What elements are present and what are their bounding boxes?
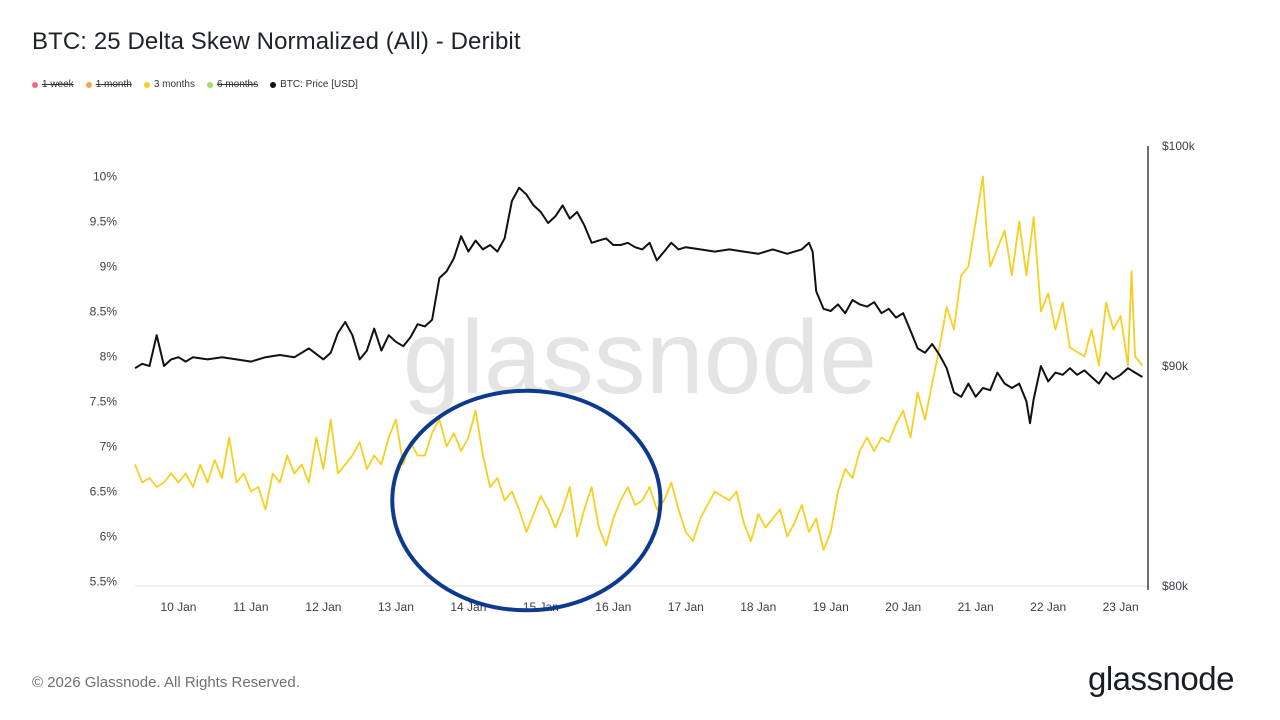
y-right-tick-label: $100k xyxy=(1162,139,1196,153)
x-tick-label: 22 Jan xyxy=(1030,600,1066,614)
legend-item-1-week[interactable]: 1 week xyxy=(32,79,74,90)
legend-item-6-months[interactable]: 6 months xyxy=(206,79,259,90)
x-tick-label: 18 Jan xyxy=(740,600,776,614)
legend: 1 week 1 month 3 months 6 months BTC: Pr… xyxy=(32,79,358,90)
y-left-tick-label: 7% xyxy=(100,440,118,454)
x-tick-label: 11 Jan xyxy=(233,600,268,614)
legend-dot xyxy=(143,81,150,88)
y-left-tick-label: 8% xyxy=(100,350,118,364)
y-left-tick-label: 8.5% xyxy=(90,305,118,319)
y-left-tick-label: 7.5% xyxy=(90,395,118,409)
x-tick-label: 19 Jan xyxy=(813,600,849,614)
legend-item-3-months[interactable]: 3 months xyxy=(143,79,195,90)
chart-title: BTC: 25 Delta Skew Normalized (All) - De… xyxy=(32,28,521,55)
legend-label: 1 week xyxy=(42,79,74,90)
x-tick-label: 10 Jan xyxy=(160,600,196,614)
y-right-tick-label: $80k xyxy=(1162,579,1189,593)
x-tick-label: 20 Jan xyxy=(885,600,921,614)
legend-label: 1 month xyxy=(95,79,132,90)
y-left-tick-label: 6% xyxy=(100,530,118,544)
legend-dot xyxy=(85,81,92,88)
legend-label: 3 months xyxy=(153,79,195,90)
glassnode-logo: glassnode xyxy=(1088,660,1234,697)
annotation-circle xyxy=(390,388,663,613)
chart-plot: glassnode5.5%6%6.5%7%7.5%8%8.5%9%9.5%10%… xyxy=(90,139,1196,614)
y-right-tick-label: $90k xyxy=(1162,359,1189,373)
x-tick-label: 17 Jan xyxy=(668,600,704,614)
x-tick-label: 12 Jan xyxy=(305,600,341,614)
y-left-tick-label: 9.5% xyxy=(90,215,118,229)
x-tick-label: 16 Jan xyxy=(595,600,631,614)
y-left-tick-label: 10% xyxy=(93,170,117,184)
legend-dot xyxy=(32,81,38,88)
legend-item-btc-price[interactable]: BTC: Price [USD] xyxy=(270,79,358,90)
y-left-tick-label: 5.5% xyxy=(90,575,118,589)
x-tick-label: 23 Jan xyxy=(1103,600,1139,614)
y-left-tick-label: 6.5% xyxy=(90,485,118,499)
legend-label: 6 months xyxy=(216,79,259,90)
legend-label: BTC: Price [USD] xyxy=(280,79,358,90)
legend-dot xyxy=(270,81,277,88)
x-tick-label: 13 Jan xyxy=(378,600,414,614)
skew-3-months-line xyxy=(134,175,1144,551)
copyright-text: © 2026 Glassnode. All Rights Reserved. xyxy=(32,674,300,691)
legend-item-1-month[interactable]: 1 month xyxy=(85,79,132,90)
x-tick-label: 21 Jan xyxy=(958,600,994,614)
btc-price-line xyxy=(134,186,1143,425)
legend-dot xyxy=(206,81,213,88)
y-left-tick-label: 9% xyxy=(100,260,118,274)
